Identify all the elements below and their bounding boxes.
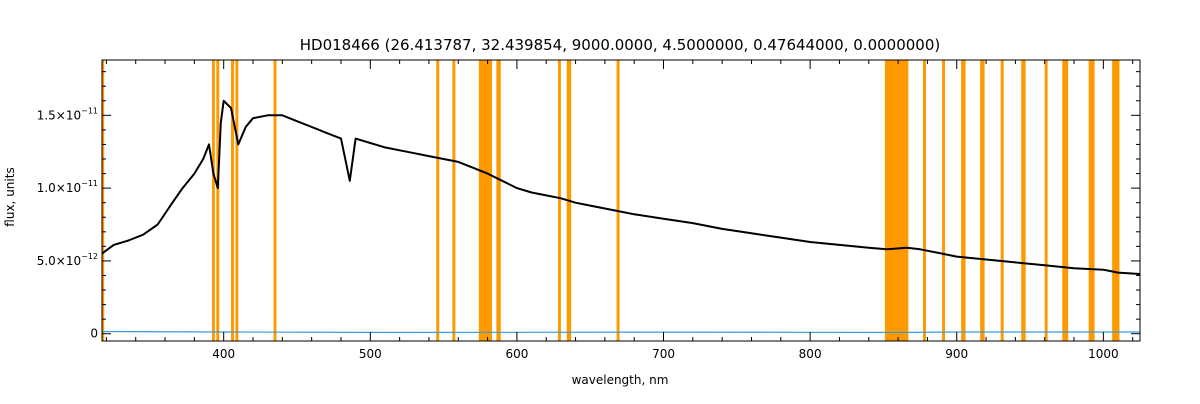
masked-region-3 (231, 60, 234, 341)
error-line (101, 330, 1140, 333)
axis-ticks: 400 500 600 700 800 900 1000 0 5.0×10−12 1.0×10−1… (37, 60, 1140, 361)
masked-region-2 (216, 60, 220, 341)
masked-region-21 (1062, 60, 1069, 341)
masked-region-5 (273, 60, 277, 341)
masked-region-20 (1044, 60, 1048, 341)
masked-region-15 (942, 60, 946, 341)
x-tick-label: 500 (359, 347, 382, 361)
masked-region-8 (478, 60, 492, 341)
x-tick-label: 400 (212, 347, 235, 361)
masked-region-17 (980, 60, 985, 341)
masked-region-14 (923, 60, 926, 341)
x-tick-label: 900 (945, 347, 968, 361)
masked-region-23 (1112, 60, 1120, 341)
masked-region-9 (496, 60, 501, 341)
plot-frame (101, 59, 1141, 342)
masked-region-22 (1088, 60, 1095, 341)
y-tick-label: 1.0×10−11 (37, 179, 98, 195)
masked-region-6 (436, 60, 440, 341)
masked-region-13 (884, 60, 909, 341)
x-tick-label: 1000 (1088, 347, 1119, 361)
masked-regions (102, 60, 1120, 341)
masked-region-7 (452, 60, 456, 341)
y-tick-label: 5.0×10−12 (37, 252, 98, 268)
masked-region-0 (102, 60, 105, 341)
masked-region-18 (1000, 60, 1004, 341)
y-axis-label: flux, units (3, 167, 17, 226)
masked-region-4 (235, 60, 239, 341)
masked-region-10 (557, 60, 561, 341)
spectrum-line (101, 99, 1141, 275)
x-axis-label: wavelength, nm (572, 373, 669, 387)
masked-region-16 (961, 60, 966, 341)
x-tick-label: 700 (652, 347, 675, 361)
x-tick-label: 800 (799, 347, 822, 361)
y-tick-label: 1.5×10−11 (37, 106, 98, 122)
masked-region-19 (1021, 60, 1026, 341)
y-tick-label: 0 (90, 327, 98, 341)
masked-region-12 (616, 60, 620, 341)
chart-title: HD018466 (26.413787, 32.439854, 9000.000… (300, 36, 940, 54)
x-tick-label: 600 (505, 347, 528, 361)
masked-region-1 (211, 60, 215, 341)
